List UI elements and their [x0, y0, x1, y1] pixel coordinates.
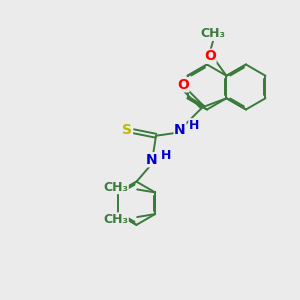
- Text: N: N: [146, 153, 157, 167]
- Text: H: H: [160, 149, 171, 162]
- Text: N: N: [174, 123, 186, 137]
- Text: S: S: [122, 123, 133, 137]
- Text: O: O: [204, 49, 216, 63]
- Text: CH₃: CH₃: [103, 213, 128, 226]
- Text: O: O: [177, 78, 189, 92]
- Text: CH₃: CH₃: [200, 27, 226, 40]
- Text: H: H: [189, 119, 199, 132]
- Text: CH₃: CH₃: [103, 181, 128, 194]
